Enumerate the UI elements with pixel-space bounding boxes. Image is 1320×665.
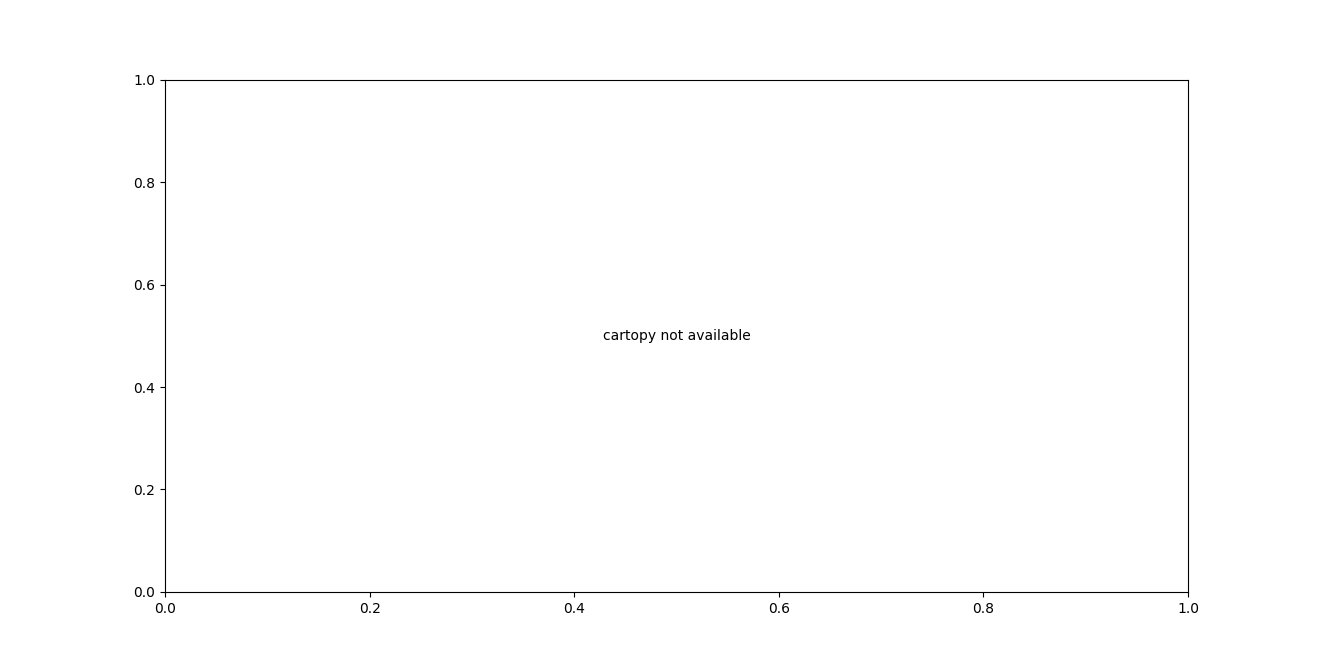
Text: cartopy not available: cartopy not available: [603, 329, 750, 343]
